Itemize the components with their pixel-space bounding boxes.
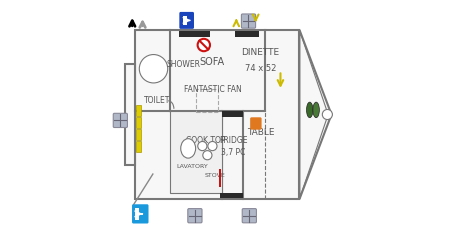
Text: COOK TOP: COOK TOP xyxy=(186,136,225,145)
FancyBboxPatch shape xyxy=(250,117,261,130)
Text: FANTASTIC FAN: FANTASTIC FAN xyxy=(184,85,241,94)
Bar xyxy=(183,16,187,25)
Ellipse shape xyxy=(181,139,196,158)
Polygon shape xyxy=(126,64,135,165)
FancyBboxPatch shape xyxy=(241,14,256,28)
Circle shape xyxy=(198,142,207,151)
Circle shape xyxy=(198,39,210,51)
Text: LAVATORY: LAVATORY xyxy=(176,164,207,169)
Bar xyxy=(196,89,218,112)
Text: TABLE: TABLE xyxy=(247,128,274,137)
Ellipse shape xyxy=(306,102,313,118)
Circle shape xyxy=(208,142,217,151)
Bar xyxy=(136,105,141,116)
Text: 74 x 52: 74 x 52 xyxy=(245,64,276,73)
Bar xyxy=(136,117,141,128)
Bar xyxy=(179,31,210,37)
Bar xyxy=(219,169,221,187)
Bar xyxy=(136,129,141,140)
FancyBboxPatch shape xyxy=(113,113,127,128)
Circle shape xyxy=(322,109,333,120)
Bar xyxy=(222,111,243,117)
Circle shape xyxy=(140,55,168,83)
Bar xyxy=(235,31,259,37)
Text: STOVE: STOVE xyxy=(204,173,225,178)
Text: SHOWER: SHOWER xyxy=(166,60,201,69)
Bar xyxy=(135,208,139,220)
Polygon shape xyxy=(299,30,332,199)
FancyBboxPatch shape xyxy=(180,12,194,29)
FancyBboxPatch shape xyxy=(242,209,256,223)
Text: TOILET: TOILET xyxy=(144,96,170,105)
FancyBboxPatch shape xyxy=(188,209,202,223)
Ellipse shape xyxy=(313,102,320,118)
Bar xyxy=(135,30,299,199)
Text: FRIDGE: FRIDGE xyxy=(219,136,247,145)
Text: DINETTE: DINETTE xyxy=(242,48,279,57)
FancyBboxPatch shape xyxy=(132,204,148,224)
Bar xyxy=(220,193,243,198)
Text: 3,7 PC: 3,7 PC xyxy=(221,148,245,157)
Circle shape xyxy=(203,151,212,160)
Bar xyxy=(170,111,222,193)
Text: SOFA: SOFA xyxy=(200,57,225,67)
Bar xyxy=(136,141,141,152)
